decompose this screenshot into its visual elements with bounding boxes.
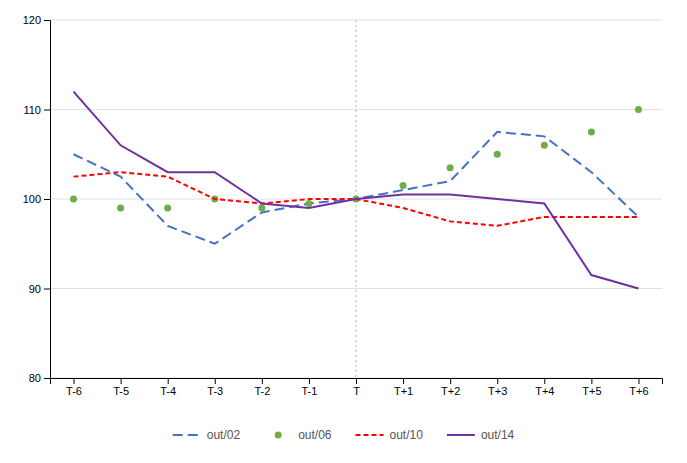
x-tick-mark (591, 378, 592, 384)
legend-label: out/10 (390, 428, 424, 442)
x-tick-label: T+4 (535, 385, 554, 397)
x-tick-mark (638, 378, 639, 384)
chart: 80 90 100 110 120 T-6 T-5 T-4 T-3 T-2 T-1 T T+1 T+2 T+… (0, 0, 687, 463)
series-point (494, 151, 501, 158)
x-tick: T (353, 378, 360, 397)
series-point (305, 200, 312, 207)
x-axis-line (51, 379, 663, 385)
series-point (258, 204, 265, 211)
series-point (588, 128, 595, 135)
y-tick: 90 (29, 283, 50, 295)
y-tick-mark (44, 289, 50, 290)
grid-line (50, 288, 662, 289)
y-tick-mark (44, 20, 50, 21)
x-tick-label: T-6 (66, 385, 82, 397)
x-tick-mark (262, 378, 263, 384)
y-tick-mark (44, 110, 50, 111)
series-point (447, 164, 454, 171)
x-tick-label: T+5 (582, 385, 601, 397)
legend-label: out/14 (481, 428, 515, 442)
y-axis-line (44, 21, 51, 379)
grid-line (50, 109, 662, 110)
x-tick: T+6 (629, 378, 648, 397)
grid (50, 20, 662, 378)
x-axis: T-6 T-5 T-4 T-3 T-2 T-1 T T+1 T+2 T+3 T+4 T+5 T+6 (51, 378, 663, 397)
legend-symbol (356, 434, 384, 436)
x-tick-mark (74, 378, 75, 384)
x-tick-label: T+6 (629, 385, 648, 397)
legend-item: out/02 (173, 428, 241, 442)
x-tick-label: T+1 (394, 385, 413, 397)
legend-symbol (173, 434, 201, 436)
x-tick-mark (544, 378, 545, 384)
x-tick: T-3 (207, 378, 223, 397)
x-tick-mark (450, 378, 451, 384)
x-tick: T-2 (254, 378, 270, 397)
y-tick: 110 (23, 104, 50, 116)
series-point (635, 106, 642, 113)
x-tick-mark (309, 378, 310, 384)
x-tick-label: T-3 (207, 385, 223, 397)
x-tick: T-4 (160, 378, 176, 397)
y-tick-mark (44, 378, 50, 379)
x-tick-label: T-4 (160, 385, 176, 397)
x-tick: T-1 (301, 378, 317, 397)
y-tick-label: 80 (29, 372, 41, 384)
series-point (400, 182, 407, 189)
x-tick: T+3 (488, 378, 507, 397)
legend-item: out/14 (447, 428, 515, 442)
x-tick: T+4 (535, 378, 554, 397)
series-point (541, 142, 548, 149)
x-tick-label: T+2 (441, 385, 460, 397)
x-tick-label: T-5 (113, 385, 129, 397)
x-tick-mark (497, 378, 498, 384)
x-tick-mark (356, 378, 357, 384)
y-tick-label: 100 (23, 193, 41, 205)
y-tick-label: 110 (23, 104, 41, 116)
y-tick: 80 (29, 372, 50, 384)
x-tick-label: T-1 (301, 385, 317, 397)
legend-symbol (275, 432, 282, 439)
x-tick: T-5 (113, 378, 129, 397)
series-point (70, 196, 77, 203)
legend-item: out/06 (275, 428, 332, 442)
plot: 80 90 100 110 120 T-6 T-5 T-4 T-3 T-2 T-1 T T+1 T+2 T+… (23, 14, 663, 397)
legend: out/02 out/06 out/10 out/14 (173, 428, 515, 442)
y-tick: 100 (23, 193, 50, 205)
x-tick-mark (403, 378, 404, 384)
legend-label: out/02 (207, 428, 241, 442)
legend-symbol (447, 434, 475, 436)
x-tick-mark (168, 378, 169, 384)
x-tick-label: T-2 (254, 385, 270, 397)
x-tick-mark (121, 378, 122, 384)
y-axis: 80 90 100 110 120 (23, 14, 51, 384)
y-tick-mark (44, 199, 50, 200)
x-tick: T+2 (441, 378, 460, 397)
series-point (164, 204, 171, 211)
legend-item: out/10 (356, 428, 424, 442)
x-tick: T-6 (66, 378, 82, 397)
series-point (117, 204, 124, 211)
series-line (74, 132, 639, 244)
y-tick-label: 120 (23, 14, 41, 26)
x-tick: T+1 (394, 378, 413, 397)
x-tick-label: T+3 (488, 385, 507, 397)
x-tick-mark (215, 378, 216, 384)
y-tick: 120 (23, 14, 50, 26)
x-tick: T+5 (582, 378, 601, 397)
series-layer (70, 92, 642, 289)
x-tick-label: T (353, 385, 360, 397)
legend-label: out/06 (298, 428, 332, 442)
series-line (74, 92, 639, 289)
y-tick-label: 90 (29, 283, 41, 295)
